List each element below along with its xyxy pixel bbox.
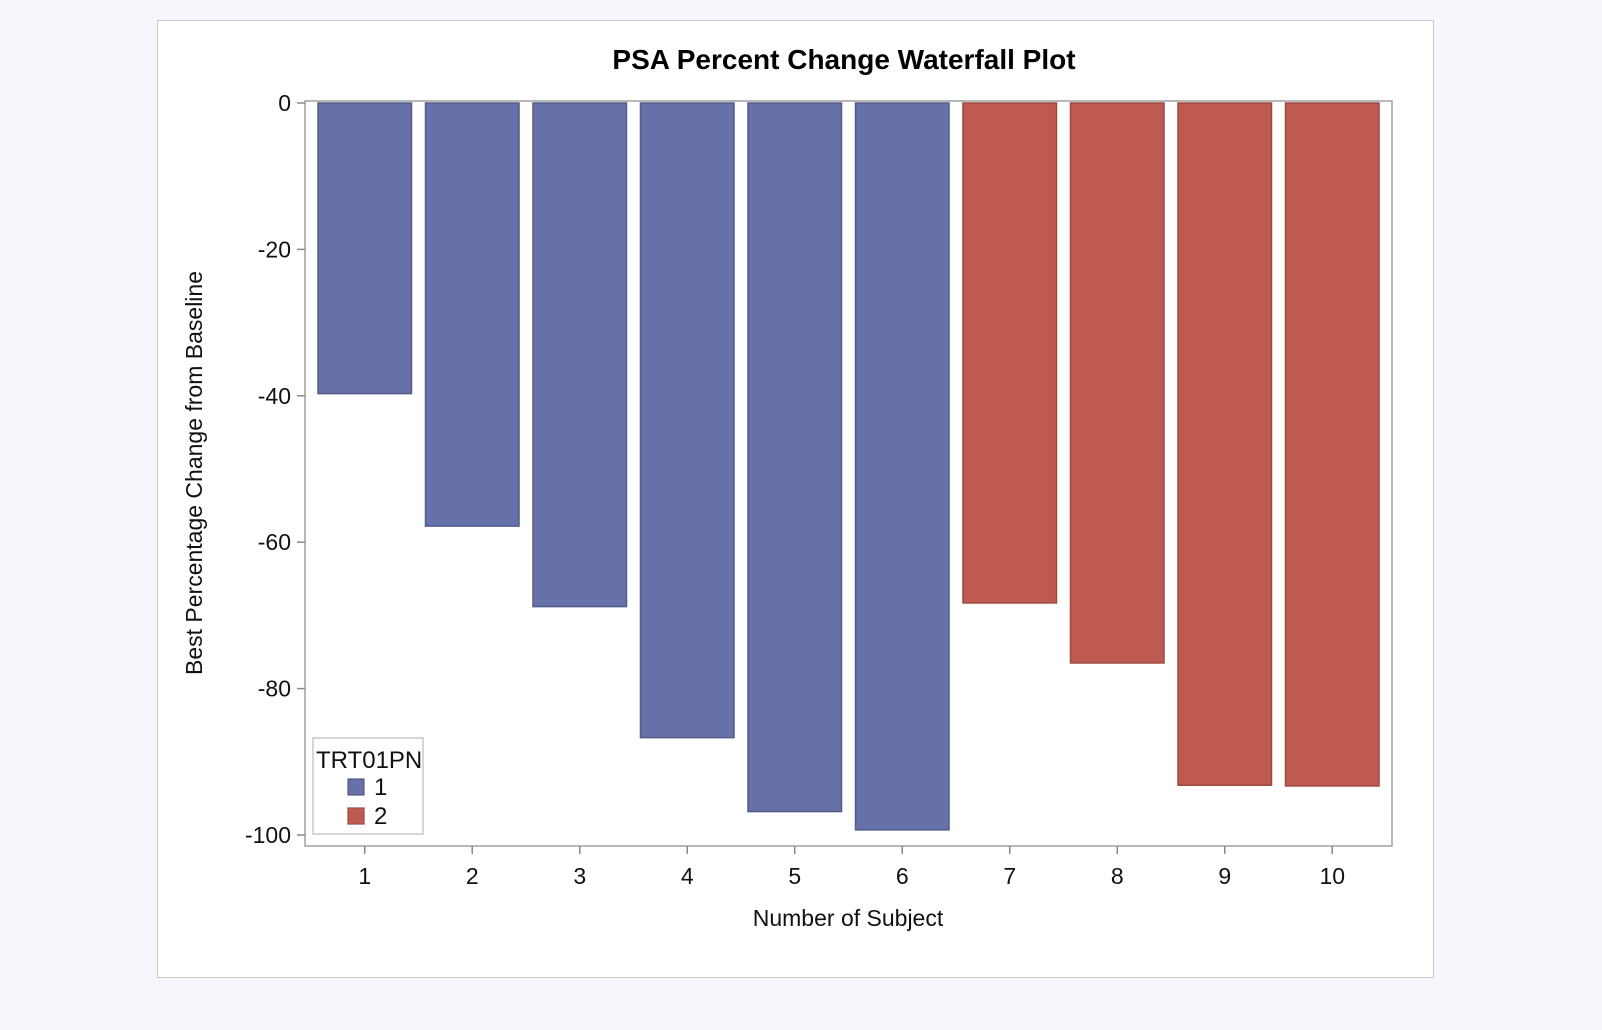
y-tick-label: -100 <box>245 822 291 848</box>
bar-subject-6 <box>854 102 950 831</box>
x-tick-label: 2 <box>466 863 479 889</box>
bar-subject-4 <box>639 102 735 739</box>
chart-title: PSA Percent Change Waterfall Plot <box>612 44 1075 75</box>
plot-frame <box>304 100 1393 847</box>
legend-swatch <box>347 778 365 796</box>
bar-subject-7 <box>962 102 1058 604</box>
y-tick-label: -20 <box>258 236 291 262</box>
x-axis: 1 2 3 4 5 6 7 8 9 10 <box>358 846 1345 889</box>
bar-subject-9 <box>1177 102 1273 786</box>
legend-swatch <box>347 807 365 825</box>
bar-subject-10 <box>1284 102 1380 787</box>
bar-subject-2 <box>424 102 520 527</box>
y-tick-label: -40 <box>258 383 291 409</box>
legend-title: TRT01PN <box>316 747 422 774</box>
x-tick-label: 5 <box>788 863 801 889</box>
bar-subject-8 <box>1069 102 1165 664</box>
y-tick-label: 0 <box>278 90 291 116</box>
legend-label: 2 <box>374 803 387 830</box>
y-tick-label: -80 <box>258 676 291 702</box>
chart-panel: PSA Percent Change Waterfall Plot 0 -20 -4… <box>157 20 1434 978</box>
y-axis: 0 -20 -40 -60 -80 -100 <box>245 90 305 848</box>
x-tick-label: 4 <box>681 863 694 889</box>
bar-subject-5 <box>747 102 843 813</box>
waterfall-chart: PSA Percent Change Waterfall Plot 0 -20 -4… <box>181 44 1393 931</box>
x-tick-label: 10 <box>1319 863 1345 889</box>
legend-box <box>312 737 424 835</box>
y-tick-label: -60 <box>258 529 291 555</box>
x-tick-label: 7 <box>1003 863 1016 889</box>
y-axis-title: Best Percentage Change from Baseline <box>181 271 207 675</box>
bar-subject-3 <box>532 102 628 608</box>
bar-subject-1 <box>317 102 413 395</box>
x-tick-label: 9 <box>1218 863 1231 889</box>
x-tick-label: 8 <box>1111 863 1124 889</box>
bar-series <box>317 102 1380 831</box>
x-tick-label: 3 <box>573 863 586 889</box>
legend: TRT01PN 12 <box>312 737 424 835</box>
x-tick-label: 6 <box>896 863 909 889</box>
x-axis-title: Number of Subject <box>753 905 944 931</box>
x-tick-label: 1 <box>358 863 371 889</box>
legend-label: 1 <box>374 774 387 801</box>
